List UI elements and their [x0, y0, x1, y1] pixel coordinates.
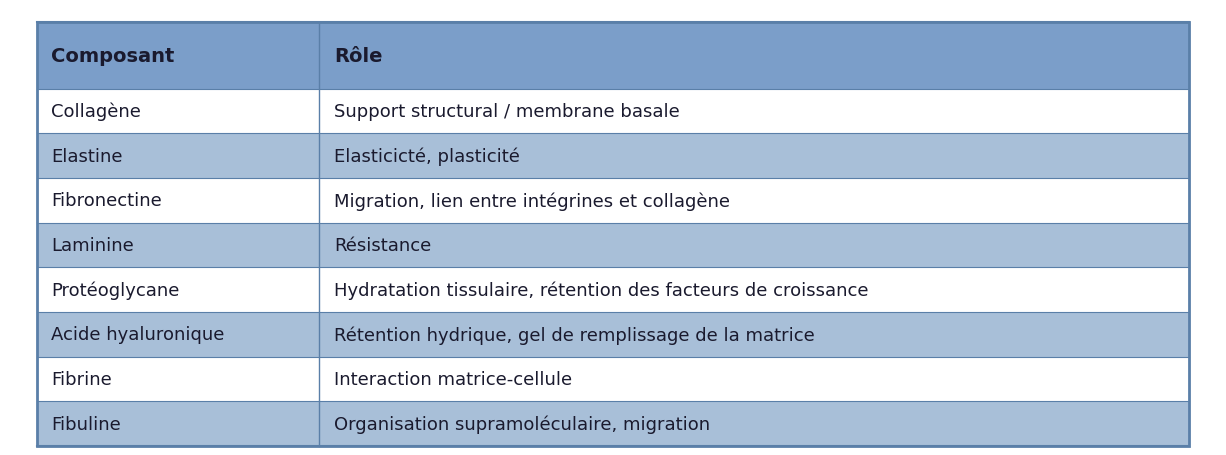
Text: Résistance: Résistance: [333, 237, 432, 254]
Bar: [37, 357, 1189, 401]
Text: Rétention hydrique, gel de remplissage de la matrice: Rétention hydrique, gel de remplissage d…: [333, 325, 814, 344]
Bar: [37, 179, 1189, 223]
Text: Interaction matrice-cellule: Interaction matrice-cellule: [333, 370, 573, 388]
Text: Support structural / membrane basale: Support structural / membrane basale: [333, 103, 679, 121]
Bar: [37, 90, 1189, 134]
Text: Organisation supramoléculaire, migration: Organisation supramoléculaire, migration: [333, 415, 710, 433]
Bar: [37, 312, 1189, 357]
Bar: [37, 401, 1189, 446]
Bar: [37, 23, 1189, 90]
Text: Fibrine: Fibrine: [51, 370, 113, 388]
Text: Composant: Composant: [51, 47, 175, 66]
Bar: [37, 223, 1189, 268]
Text: Rôle: Rôle: [333, 47, 383, 66]
Text: Acide hyaluronique: Acide hyaluronique: [51, 326, 224, 344]
Text: Migration, lien entre intégrines et collagène: Migration, lien entre intégrines et coll…: [333, 192, 729, 210]
Text: Collagène: Collagène: [51, 103, 141, 121]
Bar: [37, 268, 1189, 312]
Text: Elasticicté, plasticité: Elasticicté, plasticité: [333, 147, 520, 166]
Text: Protéoglycane: Protéoglycane: [51, 281, 180, 299]
Text: Elastine: Elastine: [51, 147, 123, 165]
Bar: [37, 134, 1189, 179]
Text: Laminine: Laminine: [51, 237, 134, 254]
Text: Fibuline: Fibuline: [51, 415, 121, 433]
Text: Hydratation tissulaire, rétention des facteurs de croissance: Hydratation tissulaire, rétention des fa…: [333, 281, 868, 299]
Text: Fibronectine: Fibronectine: [51, 192, 162, 210]
